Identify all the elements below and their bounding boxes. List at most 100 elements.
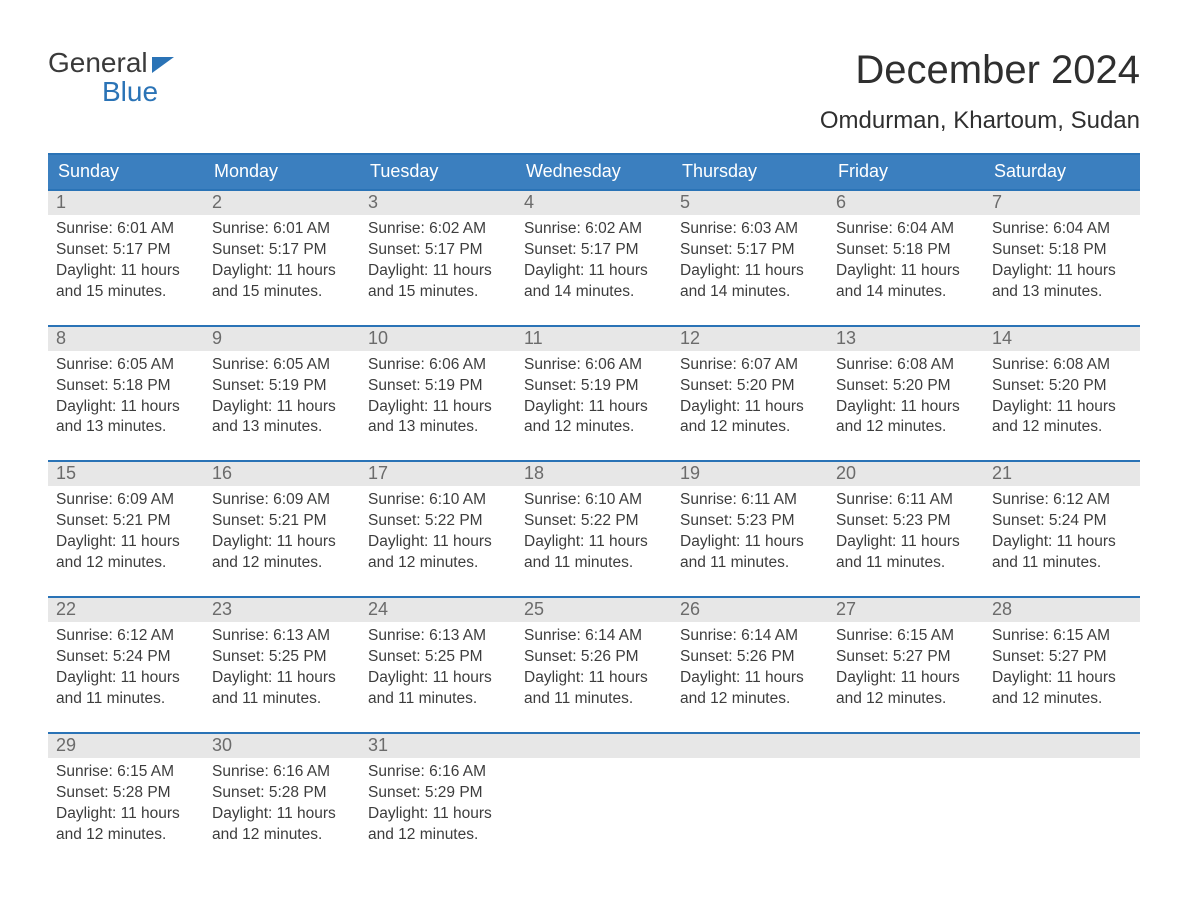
day-number: 15 — [48, 462, 204, 486]
page-location: Omdurman, Khartoum, Sudan — [820, 107, 1140, 135]
day-cell: 21Sunrise: 6:12 AMSunset: 5:24 PMDayligh… — [984, 462, 1140, 574]
sunset-text: Sunset: 5:26 PM — [524, 647, 664, 668]
sunrise-text: Sunrise: 6:15 AM — [56, 762, 196, 783]
day-body: Sunrise: 6:02 AMSunset: 5:17 PMDaylight:… — [516, 215, 672, 303]
week-row: 29Sunrise: 6:15 AMSunset: 5:28 PMDayligh… — [48, 732, 1140, 846]
day-cell: 8Sunrise: 6:05 AMSunset: 5:18 PMDaylight… — [48, 327, 204, 439]
sunset-text: Sunset: 5:19 PM — [368, 376, 508, 397]
sunset-text: Sunset: 5:26 PM — [680, 647, 820, 668]
day-number — [828, 734, 984, 758]
day-body: Sunrise: 6:09 AMSunset: 5:21 PMDaylight:… — [204, 486, 360, 574]
sunrise-text: Sunrise: 6:14 AM — [680, 626, 820, 647]
sunrise-text: Sunrise: 6:04 AM — [992, 219, 1132, 240]
day-cell: 23Sunrise: 6:13 AMSunset: 5:25 PMDayligh… — [204, 598, 360, 710]
day-cell: 26Sunrise: 6:14 AMSunset: 5:26 PMDayligh… — [672, 598, 828, 710]
sunrise-text: Sunrise: 6:09 AM — [212, 490, 352, 511]
sunrise-text: Sunrise: 6:10 AM — [524, 490, 664, 511]
sunset-text: Sunset: 5:28 PM — [56, 783, 196, 804]
day-cell: 16Sunrise: 6:09 AMSunset: 5:21 PMDayligh… — [204, 462, 360, 574]
daylight-text: Daylight: 11 hours and 15 minutes. — [56, 261, 196, 303]
day-number: 28 — [984, 598, 1140, 622]
daylight-text: Daylight: 11 hours and 15 minutes. — [368, 261, 508, 303]
sunrise-text: Sunrise: 6:01 AM — [56, 219, 196, 240]
day-cell — [828, 734, 984, 846]
daylight-text: Daylight: 11 hours and 11 minutes. — [680, 532, 820, 574]
sunset-text: Sunset: 5:20 PM — [836, 376, 976, 397]
day-cell: 11Sunrise: 6:06 AMSunset: 5:19 PMDayligh… — [516, 327, 672, 439]
day-cell: 3Sunrise: 6:02 AMSunset: 5:17 PMDaylight… — [360, 191, 516, 303]
day-cell: 27Sunrise: 6:15 AMSunset: 5:27 PMDayligh… — [828, 598, 984, 710]
sunrise-text: Sunrise: 6:05 AM — [212, 355, 352, 376]
day-number: 18 — [516, 462, 672, 486]
day-cell: 29Sunrise: 6:15 AMSunset: 5:28 PMDayligh… — [48, 734, 204, 846]
day-number — [516, 734, 672, 758]
sunset-text: Sunset: 5:22 PM — [368, 511, 508, 532]
day-body: Sunrise: 6:02 AMSunset: 5:17 PMDaylight:… — [360, 215, 516, 303]
daylight-text: Daylight: 11 hours and 11 minutes. — [56, 668, 196, 710]
sunrise-text: Sunrise: 6:13 AM — [212, 626, 352, 647]
day-cell: 1Sunrise: 6:01 AMSunset: 5:17 PMDaylight… — [48, 191, 204, 303]
day-number — [672, 734, 828, 758]
day-body: Sunrise: 6:10 AMSunset: 5:22 PMDaylight:… — [360, 486, 516, 574]
sunrise-text: Sunrise: 6:02 AM — [368, 219, 508, 240]
day-body: Sunrise: 6:09 AMSunset: 5:21 PMDaylight:… — [48, 486, 204, 574]
day-number: 25 — [516, 598, 672, 622]
daylight-text: Daylight: 11 hours and 12 minutes. — [992, 397, 1132, 439]
sunset-text: Sunset: 5:25 PM — [368, 647, 508, 668]
day-cell: 10Sunrise: 6:06 AMSunset: 5:19 PMDayligh… — [360, 327, 516, 439]
daylight-text: Daylight: 11 hours and 14 minutes. — [524, 261, 664, 303]
brand-logo: General Blue — [48, 48, 174, 107]
day-cell: 5Sunrise: 6:03 AMSunset: 5:17 PMDaylight… — [672, 191, 828, 303]
daylight-text: Daylight: 11 hours and 12 minutes. — [368, 804, 508, 846]
sunrise-text: Sunrise: 6:06 AM — [524, 355, 664, 376]
sunset-text: Sunset: 5:22 PM — [524, 511, 664, 532]
day-cell: 15Sunrise: 6:09 AMSunset: 5:21 PMDayligh… — [48, 462, 204, 574]
sunrise-text: Sunrise: 6:08 AM — [836, 355, 976, 376]
sunset-text: Sunset: 5:29 PM — [368, 783, 508, 804]
day-body: Sunrise: 6:05 AMSunset: 5:19 PMDaylight:… — [204, 351, 360, 439]
day-cell — [516, 734, 672, 846]
day-body: Sunrise: 6:15 AMSunset: 5:27 PMDaylight:… — [984, 622, 1140, 710]
dow-thursday: Thursday — [672, 155, 828, 189]
day-cell: 24Sunrise: 6:13 AMSunset: 5:25 PMDayligh… — [360, 598, 516, 710]
day-number: 3 — [360, 191, 516, 215]
day-cell: 2Sunrise: 6:01 AMSunset: 5:17 PMDaylight… — [204, 191, 360, 303]
day-body: Sunrise: 6:16 AMSunset: 5:28 PMDaylight:… — [204, 758, 360, 846]
sunset-text: Sunset: 5:18 PM — [992, 240, 1132, 261]
day-cell: 14Sunrise: 6:08 AMSunset: 5:20 PMDayligh… — [984, 327, 1140, 439]
day-body: Sunrise: 6:13 AMSunset: 5:25 PMDaylight:… — [204, 622, 360, 710]
daylight-text: Daylight: 11 hours and 12 minutes. — [992, 668, 1132, 710]
sunrise-text: Sunrise: 6:06 AM — [368, 355, 508, 376]
day-number — [984, 734, 1140, 758]
day-number: 7 — [984, 191, 1140, 215]
day-number: 1 — [48, 191, 204, 215]
day-number: 31 — [360, 734, 516, 758]
sunset-text: Sunset: 5:23 PM — [836, 511, 976, 532]
dow-tuesday: Tuesday — [360, 155, 516, 189]
day-cell: 31Sunrise: 6:16 AMSunset: 5:29 PMDayligh… — [360, 734, 516, 846]
day-number: 9 — [204, 327, 360, 351]
sunset-text: Sunset: 5:19 PM — [524, 376, 664, 397]
sunrise-text: Sunrise: 6:04 AM — [836, 219, 976, 240]
daylight-text: Daylight: 11 hours and 12 minutes. — [524, 397, 664, 439]
day-number: 21 — [984, 462, 1140, 486]
sunrise-text: Sunrise: 6:11 AM — [680, 490, 820, 511]
sunset-text: Sunset: 5:18 PM — [56, 376, 196, 397]
day-body: Sunrise: 6:15 AMSunset: 5:28 PMDaylight:… — [48, 758, 204, 846]
daylight-text: Daylight: 11 hours and 12 minutes. — [836, 668, 976, 710]
daylight-text: Daylight: 11 hours and 13 minutes. — [368, 397, 508, 439]
sunrise-text: Sunrise: 6:14 AM — [524, 626, 664, 647]
day-cell — [984, 734, 1140, 846]
day-body: Sunrise: 6:01 AMSunset: 5:17 PMDaylight:… — [204, 215, 360, 303]
sunset-text: Sunset: 5:23 PM — [680, 511, 820, 532]
dow-header-row: Sunday Monday Tuesday Wednesday Thursday… — [48, 155, 1140, 189]
day-body: Sunrise: 6:05 AMSunset: 5:18 PMDaylight:… — [48, 351, 204, 439]
day-body: Sunrise: 6:10 AMSunset: 5:22 PMDaylight:… — [516, 486, 672, 574]
day-cell: 22Sunrise: 6:12 AMSunset: 5:24 PMDayligh… — [48, 598, 204, 710]
daylight-text: Daylight: 11 hours and 11 minutes. — [836, 532, 976, 574]
sunset-text: Sunset: 5:24 PM — [56, 647, 196, 668]
sunrise-text: Sunrise: 6:12 AM — [992, 490, 1132, 511]
week-row: 22Sunrise: 6:12 AMSunset: 5:24 PMDayligh… — [48, 596, 1140, 710]
sunset-text: Sunset: 5:17 PM — [524, 240, 664, 261]
day-number: 12 — [672, 327, 828, 351]
